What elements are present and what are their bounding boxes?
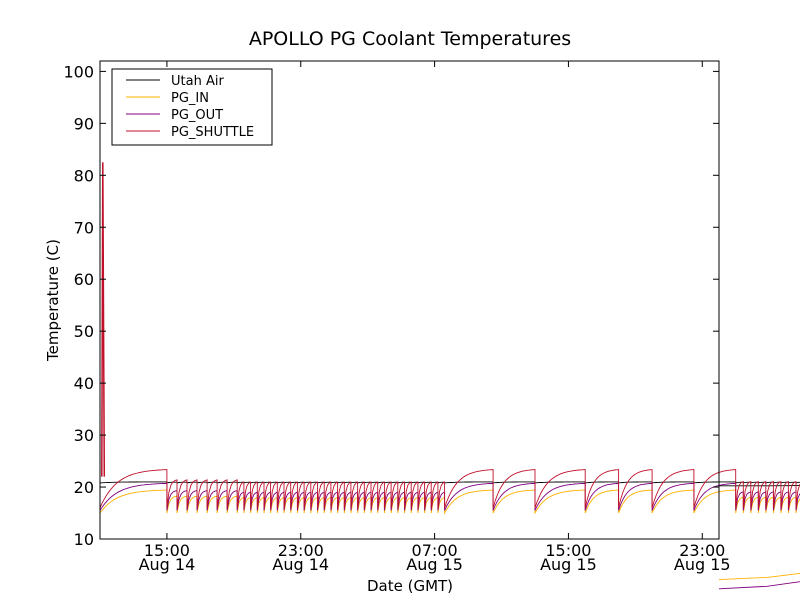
y-tick-label: 40: [74, 374, 94, 393]
y-tick-label: 20: [74, 478, 94, 497]
y-tick-label: 30: [74, 426, 94, 445]
y-tick-label: 90: [74, 114, 94, 133]
x-axis-label: Date (GMT): [367, 577, 453, 595]
y-tick-label: 10: [74, 530, 94, 549]
legend-label-pg-out: PG_OUT: [171, 108, 223, 123]
x-tick-label-date: Aug 14: [139, 555, 196, 574]
series-line-pg-shuttle: [99, 469, 800, 508]
plot-frame: [99, 60, 720, 540]
x-tick-label-time: 07:00: [412, 541, 458, 560]
x-tick-label-time: 15:00: [144, 541, 190, 560]
x-tick-label-time: 15:00: [545, 541, 591, 560]
legend: Utah Air PG_IN PG_OUT PG_SHUTTLE: [111, 68, 273, 146]
y-tick-label: 60: [74, 270, 94, 289]
y-tick-label: 70: [74, 218, 94, 237]
y-axis-label: Temperature (C): [44, 239, 62, 362]
series-line-utah-air: [99, 481, 800, 487]
chart-title: APOLLO PG Coolant Temperatures: [249, 28, 571, 50]
y-tick-label: 100: [63, 62, 94, 81]
x-tick-label-time: 23:00: [278, 541, 324, 560]
plot-lines: [99, 162, 800, 590]
x-tick-label-date: Aug 15: [406, 555, 463, 574]
x-tick-label-time: 23:00: [679, 541, 725, 560]
x-tick-label-date: Aug 14: [272, 555, 329, 574]
spike-line: [101, 162, 106, 477]
legend-label-utah-air: Utah Air: [171, 74, 224, 89]
y-tick-label: 80: [74, 166, 94, 185]
y-tick-label: 50: [74, 322, 94, 341]
x-tick-label-date: Aug 15: [540, 555, 597, 574]
legend-box: [111, 68, 273, 146]
legend-label-pg-in: PG_IN: [171, 91, 209, 106]
legend-label-pg-shuttle: PG_SHUTTLE: [171, 125, 254, 140]
x-tick-label-date: Aug 15: [674, 555, 731, 574]
